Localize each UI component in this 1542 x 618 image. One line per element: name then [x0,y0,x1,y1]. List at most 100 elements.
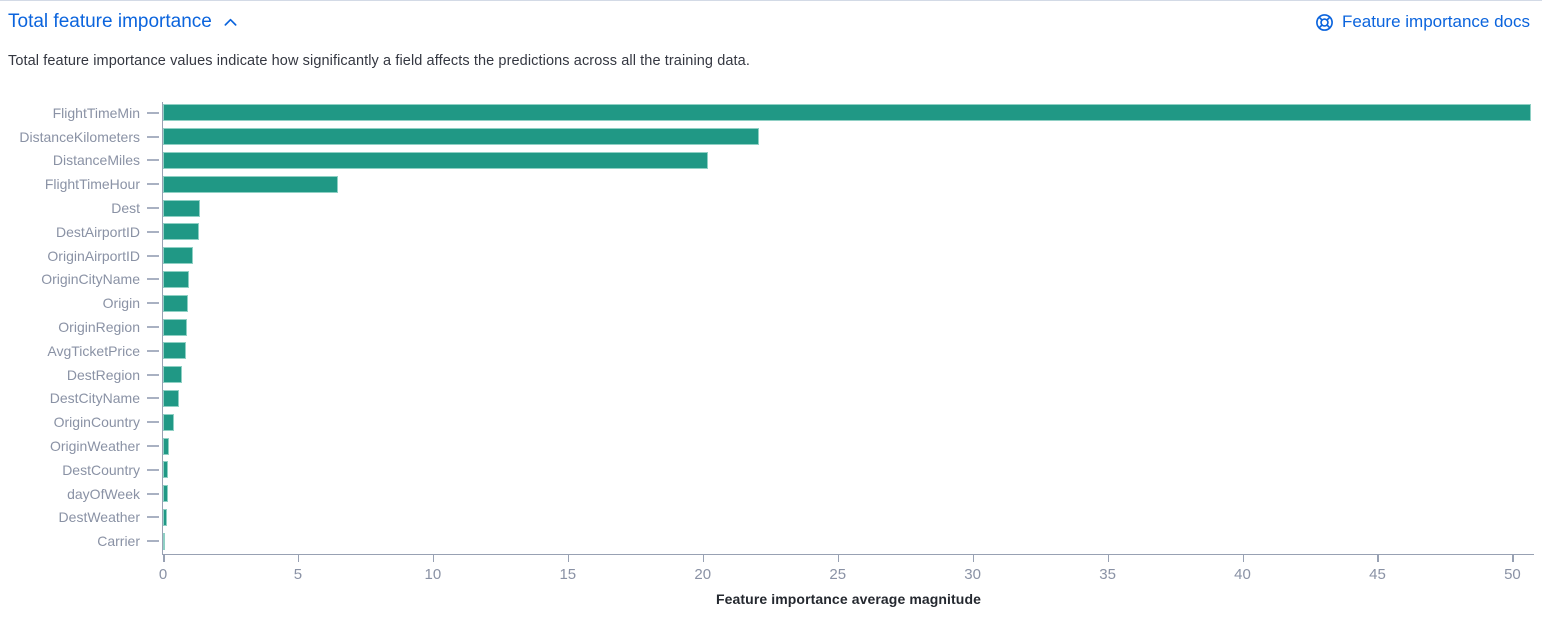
x-tick-mark [837,555,840,562]
y-axis-label: OriginRegion [58,319,140,336]
bar[interactable] [163,270,189,288]
bar-track [163,508,1534,526]
x-axis: 0 5 10 15 20 25 30 35 40 45 50 [159,553,1534,593]
y-axis-label: DistanceKilometers [19,128,140,145]
x-tick-mark [297,555,300,562]
bar[interactable] [163,461,169,479]
x-tick-label: 30 [964,566,981,583]
bar[interactable] [163,508,168,526]
total-feature-importance-toggle[interactable]: Total feature importance [8,11,238,33]
bar-row: dayOfWeek [0,482,1534,506]
bar-row: OriginWeather [0,434,1534,458]
docs-link-label: Feature importance docs [1341,12,1530,31]
y-tick-mark [147,468,159,471]
x-tick-mark [972,555,975,562]
bar-track [163,437,1534,455]
bar[interactable] [163,437,169,455]
y-axis-label: OriginAirportID [47,247,140,264]
y-tick-mark [147,326,159,329]
y-axis-label: DistanceMiles [52,152,140,169]
bar-track [163,151,1534,169]
help-icon [1316,13,1333,31]
bar[interactable] [163,104,1532,122]
y-axis-label: DestWeather [58,509,140,526]
bar-row: OriginRegion [0,315,1534,339]
bar[interactable] [163,366,182,384]
y-tick-mark [147,254,159,257]
y-axis-label: Origin [102,295,140,312]
y-axis-label: FlightTimeHour [44,176,140,193]
y-tick-mark [147,302,159,305]
x-tick-label: 5 [293,566,303,583]
y-axis-line [161,102,163,555]
y-axis-label: OriginCityName [41,271,140,288]
y-axis-label: DestCityName [49,390,140,407]
bar-track [163,128,1534,146]
x-tick-mark [1107,555,1110,562]
y-tick-mark [147,135,159,138]
y-axis-label: FlightTimeMin [52,104,140,121]
y-axis-label: DestCountry [62,461,140,478]
bar-track [163,366,1534,384]
bar[interactable] [163,247,193,265]
panel-header: Total feature importance Feature importa… [8,11,1530,33]
y-axis-label: AvgTicketPrice [47,342,140,359]
bar-row: DestCountry [0,458,1534,482]
bar-track [163,461,1534,479]
bar[interactable] [163,128,760,146]
bar-track [163,342,1534,360]
y-axis-label: Dest [111,200,140,217]
bar-row: OriginCountry [0,410,1534,434]
bar-track [163,270,1534,288]
x-tick-label: 25 [829,566,847,583]
x-axis-title: Feature importance average magnitude [715,591,981,607]
bar-track [163,247,1534,265]
bar-track [163,413,1534,431]
y-tick-mark [147,421,159,424]
y-tick-mark [147,183,159,186]
y-tick-mark [147,111,159,114]
bar[interactable] [163,485,169,503]
x-tick-mark [432,555,435,562]
x-tick-mark [1377,555,1379,562]
x-tick-label: 35 [1099,566,1116,583]
x-tick-mark [1242,555,1245,562]
bar[interactable] [163,199,200,217]
bar-row: FlightTimeMin [0,101,1534,125]
bar[interactable] [163,151,709,169]
bar-row: DistanceMiles [0,149,1534,173]
feature-importance-docs-link[interactable]: Feature importance docs [1315,12,1530,32]
bar-track [163,532,1534,550]
y-tick-mark [147,349,159,352]
x-tick-label: 20 [694,566,712,583]
bar-row: DestAirportID [0,220,1534,244]
bar[interactable] [163,413,175,431]
bar-row: Dest [0,196,1534,220]
y-tick-mark [147,373,159,376]
bar-track [163,199,1534,217]
bar[interactable] [163,532,165,550]
bar-row: Origin [0,291,1534,315]
bar[interactable] [163,223,199,241]
y-tick-mark [147,278,159,281]
x-tick-label: 10 [424,566,442,583]
x-tick-label: 40 [1234,566,1251,583]
bar-track [163,223,1534,241]
y-axis-label: OriginCountry [53,414,140,431]
bar[interactable] [163,294,189,312]
y-tick-mark [147,492,159,495]
bar[interactable] [163,175,339,193]
x-tick-mark [1512,555,1514,562]
bar[interactable] [163,318,188,336]
bar-row: OriginAirportID [0,244,1534,268]
bar-track [163,318,1534,336]
bar-track [163,485,1534,503]
y-tick-mark [147,159,159,162]
bar[interactable] [163,389,180,407]
bar[interactable] [163,342,186,360]
bar-row: DestWeather [0,506,1534,530]
y-axis-label: DestAirportID [55,223,140,240]
bar-track [163,294,1534,312]
x-tick-mark [163,555,165,562]
